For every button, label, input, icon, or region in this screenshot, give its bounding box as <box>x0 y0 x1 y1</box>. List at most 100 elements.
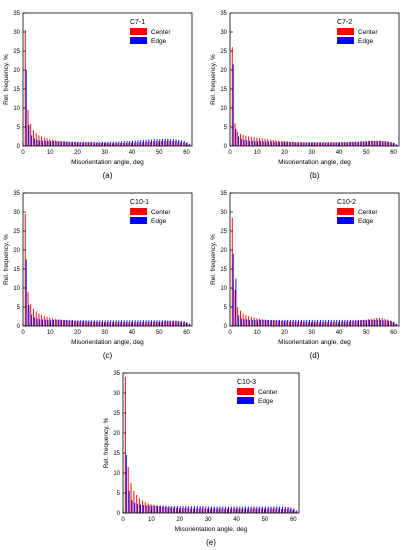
bar-edge <box>254 141 256 146</box>
y-tick-label: 10 <box>13 286 20 292</box>
y-tick-label: 25 <box>13 49 20 55</box>
bar-edge <box>249 319 251 326</box>
bar-edge <box>393 321 395 326</box>
bar-center <box>263 508 265 513</box>
bar-center <box>297 321 299 326</box>
bar-edge <box>140 140 142 146</box>
bar-edge <box>369 141 370 146</box>
bar-edge <box>171 506 173 513</box>
bar-center <box>234 289 236 326</box>
bar-center <box>218 508 220 513</box>
bar-center <box>305 322 307 326</box>
bar-center <box>245 314 247 326</box>
bar-center <box>158 506 160 513</box>
bar-edge <box>148 320 150 326</box>
bar-edge <box>172 320 174 326</box>
x-tick-label: 20 <box>281 150 288 156</box>
bar-center <box>106 142 108 146</box>
bar-center <box>221 508 223 513</box>
bar-center <box>346 142 348 146</box>
bar-edge <box>25 259 27 326</box>
y-tick-label: 25 <box>13 229 20 235</box>
y-tick-label: 20 <box>13 248 20 254</box>
bar-center <box>181 508 183 513</box>
bar-edge <box>233 506 235 513</box>
bar-edge <box>174 506 176 513</box>
bar-edge <box>58 319 60 326</box>
bar-center <box>242 134 244 146</box>
bar-edge <box>91 141 93 146</box>
bar-edge <box>178 321 180 326</box>
bar-center <box>340 321 342 326</box>
x-tick-label: 40 <box>233 517 240 523</box>
bar-center <box>335 322 337 326</box>
bar-center <box>365 319 367 326</box>
bar-center <box>239 133 241 146</box>
bar-edge <box>239 506 241 513</box>
bar-edge <box>28 305 30 326</box>
bar-center <box>112 322 113 326</box>
bar-center <box>35 133 37 146</box>
bar-center <box>253 137 255 146</box>
y-tick-label: 10 <box>13 106 20 112</box>
bar-edge <box>175 139 177 146</box>
bar-center <box>130 483 132 513</box>
bar-edge <box>341 142 343 146</box>
bar-center <box>156 505 158 513</box>
bar-center <box>174 141 176 146</box>
bar-center <box>283 509 285 513</box>
bar-center <box>256 137 258 146</box>
bar-center <box>231 47 233 147</box>
bar-edge <box>151 505 153 513</box>
bar-edge <box>176 506 178 513</box>
bar-center <box>62 319 64 326</box>
bar-center <box>49 317 51 326</box>
sample-title: C10-1 <box>130 199 149 206</box>
bar-edge <box>385 141 387 146</box>
bar-edge <box>319 319 321 326</box>
bar-edge <box>42 140 44 146</box>
x-tick-label: 50 <box>363 330 370 336</box>
bar-edge <box>165 505 167 513</box>
bar-center <box>27 109 29 146</box>
bar-center <box>362 319 364 326</box>
bar-edge <box>314 319 316 326</box>
x-tick-label: 10 <box>254 150 261 156</box>
bar-center <box>368 319 370 326</box>
bar-center <box>289 321 290 326</box>
bar-edge <box>314 142 316 146</box>
bar-center <box>193 508 194 513</box>
bar-center <box>136 322 138 326</box>
bar-center <box>24 30 26 147</box>
bar-center <box>188 324 190 326</box>
bar-center <box>248 136 250 146</box>
x-tick-label: 20 <box>74 330 81 336</box>
bar-edge <box>167 138 169 146</box>
bar-edge <box>279 319 280 326</box>
plot-frame <box>22 192 193 327</box>
bar-center <box>95 142 97 146</box>
x-tick-label: 30 <box>101 150 108 156</box>
panel-label: (d) <box>310 351 320 360</box>
bar-center <box>291 321 293 326</box>
bar-center <box>319 322 320 326</box>
bar-center <box>166 321 168 326</box>
bar-edge <box>134 140 136 146</box>
bar-edge <box>339 142 340 146</box>
legend-swatch <box>337 217 354 224</box>
bar-center <box>98 321 100 326</box>
bar-edge <box>295 319 297 326</box>
x-tick-label: 50 <box>156 330 163 336</box>
bar-edge <box>186 322 188 326</box>
bar-center <box>231 217 233 326</box>
x-tick-label: 0 <box>21 150 25 156</box>
bar-edge <box>104 141 106 146</box>
bar-center <box>232 508 234 513</box>
bar-center <box>136 142 138 146</box>
bar-center <box>378 140 380 146</box>
bar-edge <box>240 318 242 326</box>
bar-edge <box>279 141 280 146</box>
bar-edge <box>352 141 354 146</box>
bar-center <box>43 137 45 146</box>
bar-edge <box>159 320 161 326</box>
